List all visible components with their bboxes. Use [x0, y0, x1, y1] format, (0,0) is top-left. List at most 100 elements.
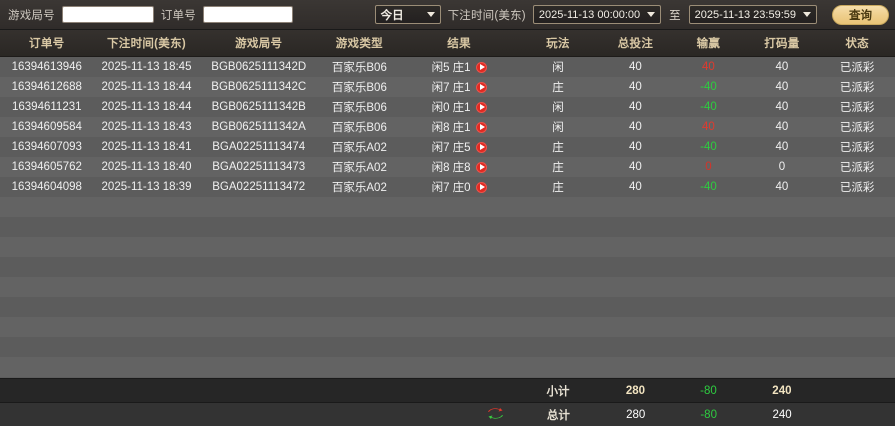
cell-game-type: 百家乐B06: [331, 122, 387, 134]
table-row[interactable]: 16394612688 2025-11-13 18:44 BGB0625111342…: [0, 77, 895, 97]
cell-bet-time: 2025-11-13 18:43: [101, 121, 192, 133]
swap-arrows-icon[interactable]: [487, 408, 504, 421]
cell-status: 已派彩: [839, 182, 875, 194]
empty-row: [0, 197, 895, 217]
cell-play-type: 庄: [552, 182, 564, 194]
play-icon[interactable]: [475, 121, 487, 133]
cell-play-type: 闲: [552, 102, 564, 114]
cell-order-no: 16394613946: [11, 61, 82, 73]
cell-result: 闲7 庄5: [401, 139, 518, 155]
date-to-picker[interactable]: 2025-11-13 23:59:59: [688, 5, 817, 24]
cell-play-type: 闲: [552, 122, 564, 134]
cell-result: 闲8 庄8: [401, 159, 518, 175]
table-row[interactable]: 16394611231 2025-11-13 18:44 BGB0625111342…: [0, 97, 895, 117]
cell-result: 闲0 庄1: [401, 99, 518, 115]
empty-row: [0, 237, 895, 257]
cell-status: 已派彩: [839, 102, 875, 114]
cell-bet-time: 2025-11-13 18:44: [101, 101, 192, 113]
cell-status: 已派彩: [839, 142, 875, 154]
date-from-value: 2025-11-13 00:00:00: [538, 8, 641, 21]
cell-profit: -40: [700, 141, 717, 153]
result-text: 闲7 庄1: [431, 82, 471, 94]
empty-rows-area: [0, 197, 895, 378]
cell-order-no: 16394604098: [11, 181, 82, 193]
play-icon[interactable]: [475, 181, 487, 193]
cell-total-bet: 40: [629, 141, 642, 153]
order-no-input[interactable]: [202, 6, 293, 23]
play-icon[interactable]: [475, 61, 487, 73]
table-row[interactable]: 16394609584 2025-11-13 18:43 BGB0625111342…: [0, 117, 895, 137]
empty-row: [0, 317, 895, 337]
cell-total-bet: 40: [629, 101, 642, 113]
column-header-game-round[interactable]: 游戏局号: [235, 38, 283, 50]
play-icon[interactable]: [475, 161, 487, 173]
cell-valid-bet: 40: [775, 61, 789, 73]
cell-status: 已派彩: [839, 82, 875, 94]
cell-bet-time: 2025-11-13 18:44: [101, 81, 192, 93]
bet-time-label: 下注时间(美东): [447, 9, 526, 22]
subtotal-total-bet: 280: [625, 384, 646, 397]
period-select-value: 今日: [380, 9, 404, 22]
cell-total-bet: 40: [629, 121, 642, 133]
cell-order-no: 16394612688: [11, 81, 82, 93]
date-from-picker[interactable]: 2025-11-13 00:00:00: [532, 5, 662, 24]
result-text: 闲8 庄8: [431, 162, 471, 174]
column-header-total-bet[interactable]: 总投注: [617, 38, 654, 50]
filter-toolbar: 游戏局号 订单号 今日 下注时间(美东) 2025-11-13 00:00:00…: [0, 0, 895, 30]
cell-valid-bet: 40: [775, 81, 789, 93]
play-icon[interactable]: [475, 101, 487, 113]
column-header-bet-time[interactable]: 下注时间(美东): [106, 38, 187, 50]
cell-valid-bet: 0: [778, 161, 786, 173]
cell-total-bet: 40: [629, 81, 642, 93]
play-icon[interactable]: [475, 81, 487, 93]
table-row[interactable]: 16394613946 2025-11-13 18:45 BGB0625111342…: [0, 57, 895, 77]
cell-order-no: 16394607093: [11, 141, 82, 153]
cell-result: 闲7 庄0: [401, 179, 518, 195]
table-row[interactable]: 16394604098 2025-11-13 18:39 BGA0225111347…: [0, 177, 895, 197]
cell-game-type: 百家乐A02: [331, 142, 387, 154]
empty-row: [0, 377, 895, 378]
total-label: 总计: [546, 409, 570, 422]
table-footer: 小计 280 -80 240: [0, 378, 895, 426]
result-wrap: 闲8 庄8: [405, 159, 514, 175]
empty-row: [0, 297, 895, 317]
cell-valid-bet: 40: [775, 141, 789, 153]
result-text: 闲8 庄1: [431, 122, 471, 134]
cell-bet-time: 2025-11-13 18:40: [101, 161, 192, 173]
cell-result: 闲7 庄1: [401, 79, 518, 95]
cell-game-round: BGB0625111342C: [211, 81, 307, 93]
column-header-profit[interactable]: 输赢: [696, 38, 721, 50]
table-body: 16394613946 2025-11-13 18:45 BGB0625111342…: [0, 57, 895, 378]
cell-order-no: 16394609584: [11, 121, 82, 133]
cell-profit: -40: [700, 81, 717, 93]
subtotal-profit: -80: [700, 384, 717, 397]
column-header-status[interactable]: 状态: [845, 38, 869, 50]
total-icon-cell: [400, 408, 518, 421]
subtotal-row: 小计 280 -80 240: [0, 378, 895, 402]
cell-order-no: 16394611231: [12, 101, 82, 113]
cell-bet-time: 2025-11-13 18:39: [101, 181, 192, 193]
search-button[interactable]: 查询: [832, 4, 889, 25]
cell-status: 已派彩: [839, 122, 875, 134]
play-icon[interactable]: [475, 141, 487, 153]
table-row[interactable]: 16394607093 2025-11-13 18:41 BGA0225111347…: [0, 137, 895, 157]
column-header-result[interactable]: 结果: [447, 38, 471, 50]
result-wrap: 闲5 庄1: [405, 59, 514, 75]
cell-result: 闲8 庄1: [401, 119, 518, 135]
swap-arrow-down: [488, 414, 503, 419]
result-wrap: 闲7 庄1: [405, 79, 514, 95]
column-header-game-type[interactable]: 游戏类型: [335, 38, 383, 50]
chevron-down-icon: [426, 12, 435, 17]
subtotal-valid-bet: 240: [772, 384, 792, 397]
table-row[interactable]: 16394605762 2025-11-13 18:40 BGA0225111347…: [0, 157, 895, 177]
empty-row: [0, 337, 895, 357]
period-select[interactable]: 今日: [374, 5, 441, 24]
column-header-valid-bet[interactable]: 打码量: [764, 38, 800, 50]
column-header-play-type[interactable]: 玩法: [546, 38, 570, 50]
cell-game-round: BGA02251113474: [212, 141, 306, 153]
column-header-order-no[interactable]: 订单号: [29, 38, 65, 50]
game-round-input[interactable]: [61, 6, 154, 23]
cell-game-type: 百家乐A02: [331, 182, 387, 194]
cell-profit: 40: [702, 61, 715, 73]
